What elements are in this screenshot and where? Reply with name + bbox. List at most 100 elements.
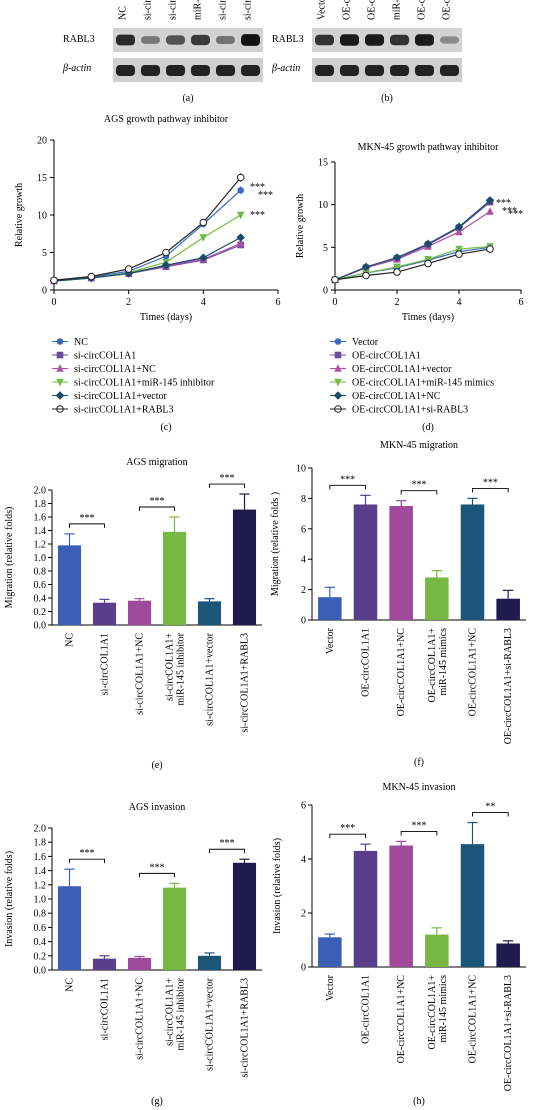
y-tick-label: 0.0 bbox=[34, 621, 47, 632]
y-axis-label: Migration (relative folds ) bbox=[270, 492, 281, 596]
bar-0: NC bbox=[57, 533, 82, 647]
lane-label: OE-c bbox=[417, 0, 428, 20]
category-label: OE-circCOL1A1+NC bbox=[468, 975, 479, 1064]
bar bbox=[460, 844, 485, 967]
x-tick-label: 2 bbox=[395, 297, 400, 308]
bar bbox=[162, 887, 187, 970]
x-tick-label: 4 bbox=[457, 297, 462, 308]
bar-2: OE-circCOL1A1+NC bbox=[389, 500, 413, 716]
y-tick-label: 5 bbox=[42, 248, 47, 259]
bar bbox=[496, 943, 520, 967]
bar bbox=[232, 509, 257, 625]
bar-5: si-circCOL1A1+RABL3 bbox=[232, 493, 257, 733]
panel-label: (c) bbox=[160, 422, 171, 433]
category-label: OE-circCOL1A1 bbox=[361, 628, 372, 697]
bar-3: OE-circCOL1A1+miR-145 mimics bbox=[425, 569, 449, 703]
bar bbox=[318, 937, 342, 967]
y-tick-label: 10 bbox=[296, 464, 306, 475]
y-tick-label: 0 bbox=[301, 616, 306, 627]
lane-label: OE-c bbox=[342, 0, 353, 20]
legend-label: si-circCOL1A1+vector bbox=[74, 391, 168, 402]
bar-3: si-circCOL1A1+miR-145 inhibitor bbox=[162, 516, 187, 706]
panel-label: (h) bbox=[413, 1096, 425, 1107]
series-5: si-circCOL1A1+RABL3 bbox=[50, 173, 245, 416]
category-label: OE-circCOL1A1+NC bbox=[468, 628, 479, 717]
series-5: OE-circCOL1A1+si-RABL3 bbox=[330, 245, 494, 416]
blot-row-label: RABL3 bbox=[272, 34, 304, 45]
significance-label: *** bbox=[502, 206, 517, 217]
legend-label: si-circCOL1A1+miR-145 inhibitor bbox=[74, 378, 215, 389]
panel-label: (a) bbox=[182, 93, 193, 104]
y-tick-label: 1.8 bbox=[34, 838, 47, 849]
category-label: si-circCOL1A1+NC bbox=[135, 978, 146, 1060]
series-0: Vector bbox=[330, 244, 494, 348]
blot-band bbox=[315, 65, 334, 76]
y-tick-label: 0.4 bbox=[34, 594, 47, 605]
series-line bbox=[334, 199, 491, 281]
legend-label: OE-circCOL1A1+miR-145 mimics bbox=[352, 378, 494, 389]
data-point bbox=[455, 227, 463, 236]
category-label: OE-circCOL1A1+si-RABL3 bbox=[503, 628, 514, 744]
y-tick-label: 2 bbox=[301, 585, 306, 596]
significance-label: *** bbox=[80, 513, 95, 524]
blot-membrane bbox=[113, 58, 263, 82]
category-label: si-circCOL1A1 bbox=[100, 633, 111, 695]
bar bbox=[127, 600, 152, 625]
blot-band bbox=[440, 36, 459, 44]
significance-label: *** bbox=[340, 823, 355, 834]
significance-label: *** bbox=[150, 862, 165, 873]
blot-band bbox=[141, 65, 160, 76]
legend-label: OE-circCOL1A1+vector bbox=[352, 364, 452, 375]
bar-5: OE-circCOL1A1+si-RABL3 bbox=[496, 589, 520, 744]
blot-band bbox=[390, 65, 409, 76]
data-point bbox=[361, 262, 371, 272]
series-line bbox=[334, 210, 491, 281]
y-axis-label: Migration (relative folds) bbox=[4, 507, 15, 609]
bar-2: si-circCOL1A1+NC bbox=[127, 598, 152, 715]
series-line bbox=[334, 248, 491, 281]
significance-label: *** bbox=[250, 210, 265, 221]
bar bbox=[162, 531, 187, 625]
category-label: si-circCOL1A1+miR-145 inhibitor bbox=[165, 632, 187, 705]
y-tick-label: 0.8 bbox=[34, 909, 47, 920]
y-tick-label: 0.8 bbox=[34, 567, 47, 578]
y-tick-label: 0 bbox=[323, 286, 328, 297]
data-point bbox=[199, 218, 208, 227]
series-3: si-circCOL1A1+miR-145 inhibitor bbox=[50, 211, 245, 389]
y-tick-label: 2.0 bbox=[34, 486, 47, 497]
y-tick-label: 4 bbox=[301, 555, 306, 566]
data-point bbox=[486, 207, 494, 215]
y-tick-label: 1.4 bbox=[34, 526, 47, 537]
bar-chart-g: AGS invasion 0.0 0.2 0.4 0.6 0.8 1.0 1.2 1.4 1.6 1… bbox=[4, 802, 262, 1107]
bar-chart-f: MKN-45 migration 0 2 4 6 8 10 Migration (relati… bbox=[270, 440, 526, 768]
blot-b: Vector OE-c OE-c miR- OE-c OE-c RABL3 β-actin (b… bbox=[271, 0, 462, 104]
legend-label: NC bbox=[74, 337, 88, 348]
blot-band bbox=[440, 65, 459, 76]
category-label: si-circCOL1A1+vector bbox=[205, 977, 216, 1071]
y-tick-label: 15 bbox=[318, 158, 328, 169]
data-point bbox=[362, 271, 370, 280]
significance-label: *** bbox=[250, 182, 265, 193]
significance-label: *** bbox=[220, 838, 235, 849]
series-line bbox=[53, 242, 241, 282]
bar bbox=[197, 955, 222, 970]
blot-band bbox=[216, 35, 235, 45]
bar-5: si-circCOL1A1+RABL3 bbox=[232, 858, 257, 1078]
blot-band bbox=[365, 65, 384, 76]
bar bbox=[389, 845, 413, 967]
bar-1: si-circCOL1A1 bbox=[92, 598, 117, 695]
category-label: OE-circCOL1A1+miR-145 mimics bbox=[427, 975, 449, 1050]
bar-0: Vector bbox=[318, 586, 342, 654]
bar bbox=[425, 934, 449, 967]
panel-label: (f) bbox=[414, 757, 424, 768]
data-point bbox=[199, 253, 208, 263]
x-tick-label: 4 bbox=[201, 297, 206, 308]
data-point bbox=[454, 222, 464, 232]
bar bbox=[57, 545, 82, 625]
blot-band bbox=[390, 34, 409, 46]
blot-band bbox=[315, 34, 334, 46]
y-tick-label: 1.6 bbox=[34, 513, 47, 524]
legend-label: si-circCOL1A1+RABL3 bbox=[74, 405, 174, 416]
significance-label: *** bbox=[412, 820, 427, 831]
